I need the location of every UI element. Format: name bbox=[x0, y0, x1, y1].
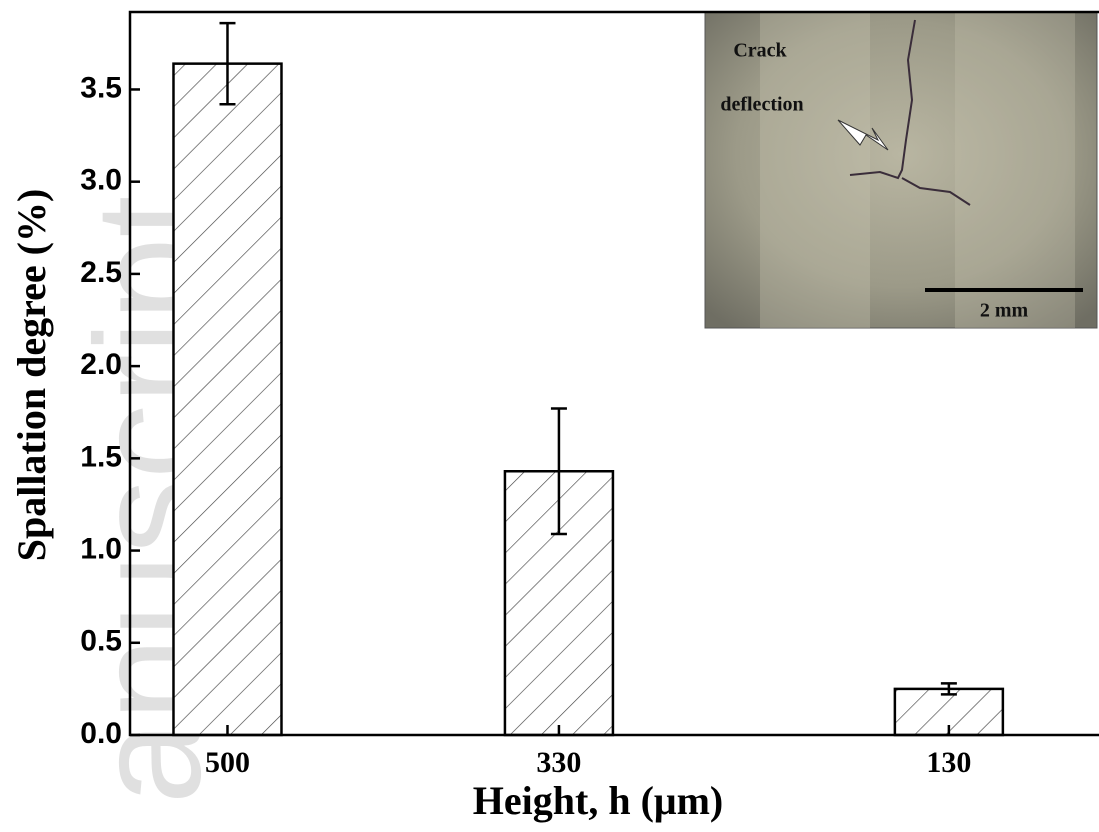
x-tick-label: 330 bbox=[536, 746, 581, 779]
inset-annotation: Crack bbox=[733, 40, 787, 62]
page: {"chart_data": {"type": "bar", "watermar… bbox=[0, 0, 1099, 832]
y-tick-label: 3.5 bbox=[80, 71, 122, 104]
x-tick-label: 500 bbox=[205, 746, 250, 779]
y-tick-label: 1.5 bbox=[80, 440, 122, 473]
inset-annotation: deflection bbox=[720, 94, 803, 116]
x-tick-label: 130 bbox=[926, 746, 971, 779]
y-tick-label: 0.0 bbox=[80, 717, 122, 750]
y-axis-label: Spallation degree (%) bbox=[9, 189, 54, 562]
x-axis-label: Height, h (μm) bbox=[473, 778, 723, 823]
y-tick-label: 3.0 bbox=[80, 164, 122, 197]
y-tick-label: 2.0 bbox=[80, 348, 122, 381]
bar bbox=[173, 64, 281, 735]
chart: anuscript Crack deflection 2 mm Spallati… bbox=[0, 0, 1099, 832]
y-tick-label: 2.5 bbox=[80, 256, 122, 289]
scale-bar-label: 2 mm bbox=[980, 300, 1029, 322]
inset-photo: Crack deflection 2 mm bbox=[705, 12, 1097, 328]
y-tick-label: 1.0 bbox=[80, 532, 122, 565]
y-tick-label: 0.5 bbox=[80, 625, 122, 658]
